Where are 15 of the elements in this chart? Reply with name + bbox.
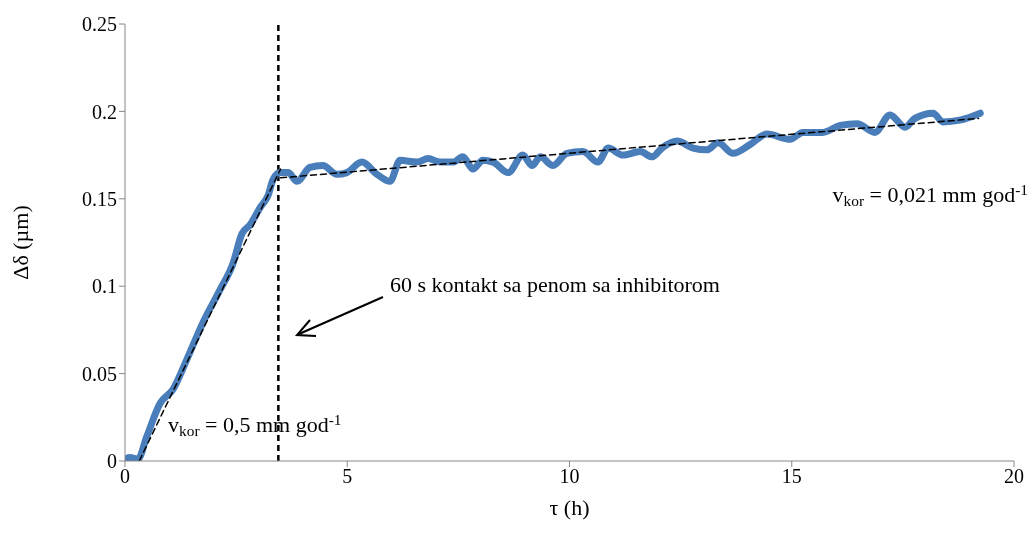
y-tick-label: 0: [107, 450, 117, 473]
annotation: v$_{kor}$ = 0,5 mm god$^{-1}$: [168, 411, 342, 439]
y-tick-label: 0.2: [92, 100, 117, 123]
y-tick-label: 0.05: [82, 362, 117, 385]
y-tick-label: 0.1: [92, 275, 117, 298]
x-tick-label: 10: [559, 465, 580, 488]
annotation: 60 s kontakt sa penom sa inhibitorom: [390, 272, 720, 297]
x-axis-title: τ (h): [549, 495, 590, 520]
y-tick-label: 0.15: [82, 187, 117, 210]
y-tick-label: 0.25: [82, 13, 117, 36]
x-tick-label: 20: [1004, 465, 1024, 488]
annotation: v$_{kor}$ = 0,021 mm god$^{-1}$: [832, 181, 1028, 209]
y-axis-title: Δδ (µm): [7, 205, 33, 280]
x-tick-label: 5: [342, 465, 353, 488]
x-tick-label: 15: [781, 465, 802, 488]
